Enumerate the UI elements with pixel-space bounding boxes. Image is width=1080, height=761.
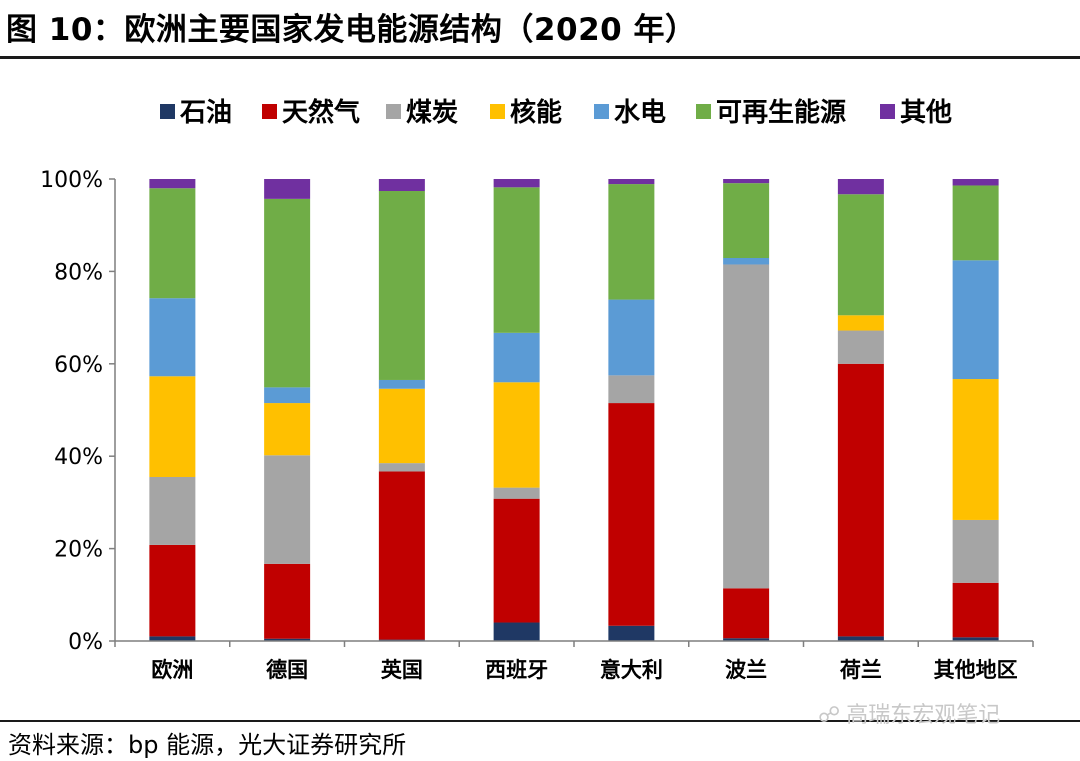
- x-tick-label: 欧洲: [151, 658, 193, 682]
- bar-segment: [493, 487, 540, 499]
- bar-segment: [723, 179, 770, 184]
- bar-segment: [608, 375, 655, 404]
- y-tick-label: 100%: [40, 168, 103, 193]
- bar-segment: [723, 588, 770, 639]
- legend-swatch: [880, 104, 895, 119]
- bar-segment: [952, 179, 999, 186]
- bar-segment: [952, 582, 999, 638]
- bar-segment: [837, 179, 884, 195]
- bar-segment: [264, 638, 311, 641]
- bar-segment: [837, 194, 884, 316]
- bar-segment: [493, 187, 540, 333]
- bar-segment: [149, 544, 196, 637]
- bar-segment: [264, 198, 311, 388]
- legend-swatch: [490, 104, 505, 119]
- x-tick-label: 荷兰: [840, 658, 882, 682]
- bar-segment: [149, 376, 196, 477]
- bar-segment: [608, 184, 655, 300]
- bar-segment: [952, 637, 999, 641]
- bar-segment: [952, 185, 999, 261]
- bar-segment: [378, 179, 425, 192]
- legend-label: 天然气: [282, 97, 360, 128]
- bar-segment: [264, 387, 311, 404]
- legend-label: 水电: [614, 98, 666, 128]
- legend-swatch: [696, 104, 711, 119]
- bar-segment: [723, 183, 770, 259]
- x-tick-label: 波兰: [725, 658, 767, 682]
- x-axis: 欧洲 德国 英国 西班牙 意大利 波兰 荷兰 其他地区: [114, 640, 1034, 682]
- bar-segment: [149, 476, 196, 545]
- wechat-icon: ☍: [818, 703, 841, 728]
- stacked-bar-chart: 石油 天然气 煤炭 核能 水电 可再生能源 其他 0% 20% 40% 60% 80% 100% 欧洲…: [40, 97, 1034, 682]
- bar-segment: [149, 188, 196, 299]
- x-tick-label: 其他地区: [934, 658, 1018, 682]
- bar-segment: [837, 315, 884, 331]
- x-tick-label: 英国: [381, 658, 423, 682]
- legend-label: 煤炭: [406, 98, 458, 128]
- legend-label: 可再生能源: [716, 97, 846, 128]
- bar-segment: [608, 403, 655, 626]
- bar-segment: [378, 379, 425, 389]
- bar-segment: [149, 179, 196, 189]
- y-tick-label: 40%: [54, 445, 103, 470]
- legend-label: 核能: [510, 97, 562, 128]
- legend-swatch: [386, 104, 401, 119]
- bar-segment: [378, 388, 425, 464]
- x-tick-label: 意大利: [600, 658, 663, 682]
- legend-swatch: [262, 104, 277, 119]
- y-tick-label: 20%: [54, 538, 103, 563]
- bar-segment: [493, 498, 540, 623]
- bar-segment: [264, 179, 311, 199]
- y-tick-label: 0%: [68, 630, 103, 655]
- bar-segment: [952, 379, 999, 520]
- chart-title: 图 10：欧洲主要国家发电能源结构（2020 年）: [6, 12, 697, 48]
- bar-segment: [493, 622, 540, 641]
- watermark-text: 高瑞东宏观笔记: [846, 703, 1001, 728]
- footer-divider: [0, 720, 1080, 722]
- y-axis: 0% 20% 40% 60% 80% 100%: [40, 168, 116, 655]
- bar-segment: [837, 636, 884, 641]
- source-note: 资料来源：bp 能源，光大证券研究所: [8, 731, 407, 759]
- chart-legend: 石油 天然气 煤炭 核能 水电 可再生能源 其他: [160, 97, 952, 128]
- legend-label: 石油: [179, 98, 232, 128]
- bar-segment: [149, 298, 196, 377]
- legend-swatch: [594, 104, 609, 119]
- bar-segment: [608, 179, 655, 185]
- bar-segment: [264, 455, 311, 564]
- x-tick-label: 西班牙: [485, 658, 548, 682]
- bar-segment: [493, 382, 540, 488]
- bar-segment: [493, 179, 540, 188]
- bar-segment: [837, 363, 884, 637]
- bar-segment: [723, 258, 770, 265]
- bar-segment: [378, 191, 425, 380]
- bar-segment: [608, 625, 655, 641]
- legend-swatch: [160, 104, 175, 119]
- bar-segment: [723, 638, 770, 641]
- bar-segment: [378, 463, 425, 472]
- bar-segment: [837, 330, 884, 364]
- bar-segment: [149, 636, 196, 641]
- title-divider: [0, 56, 1080, 59]
- bar-segment: [264, 563, 311, 639]
- bar-segment: [264, 403, 311, 456]
- bar-segment: [723, 264, 770, 589]
- bars: [149, 179, 999, 641]
- legend-label: 其他: [900, 98, 952, 128]
- bar-segment: [608, 299, 655, 376]
- bar-segment: [952, 519, 999, 583]
- watermark: ☍ 高瑞东宏观笔记: [818, 697, 1000, 729]
- y-tick-label: 80%: [54, 260, 103, 285]
- bar-segment: [493, 332, 540, 383]
- bar-segment: [378, 471, 425, 640]
- bar-segment: [952, 260, 999, 380]
- y-tick-label: 60%: [54, 353, 103, 378]
- x-tick-label: 德国: [266, 658, 308, 682]
